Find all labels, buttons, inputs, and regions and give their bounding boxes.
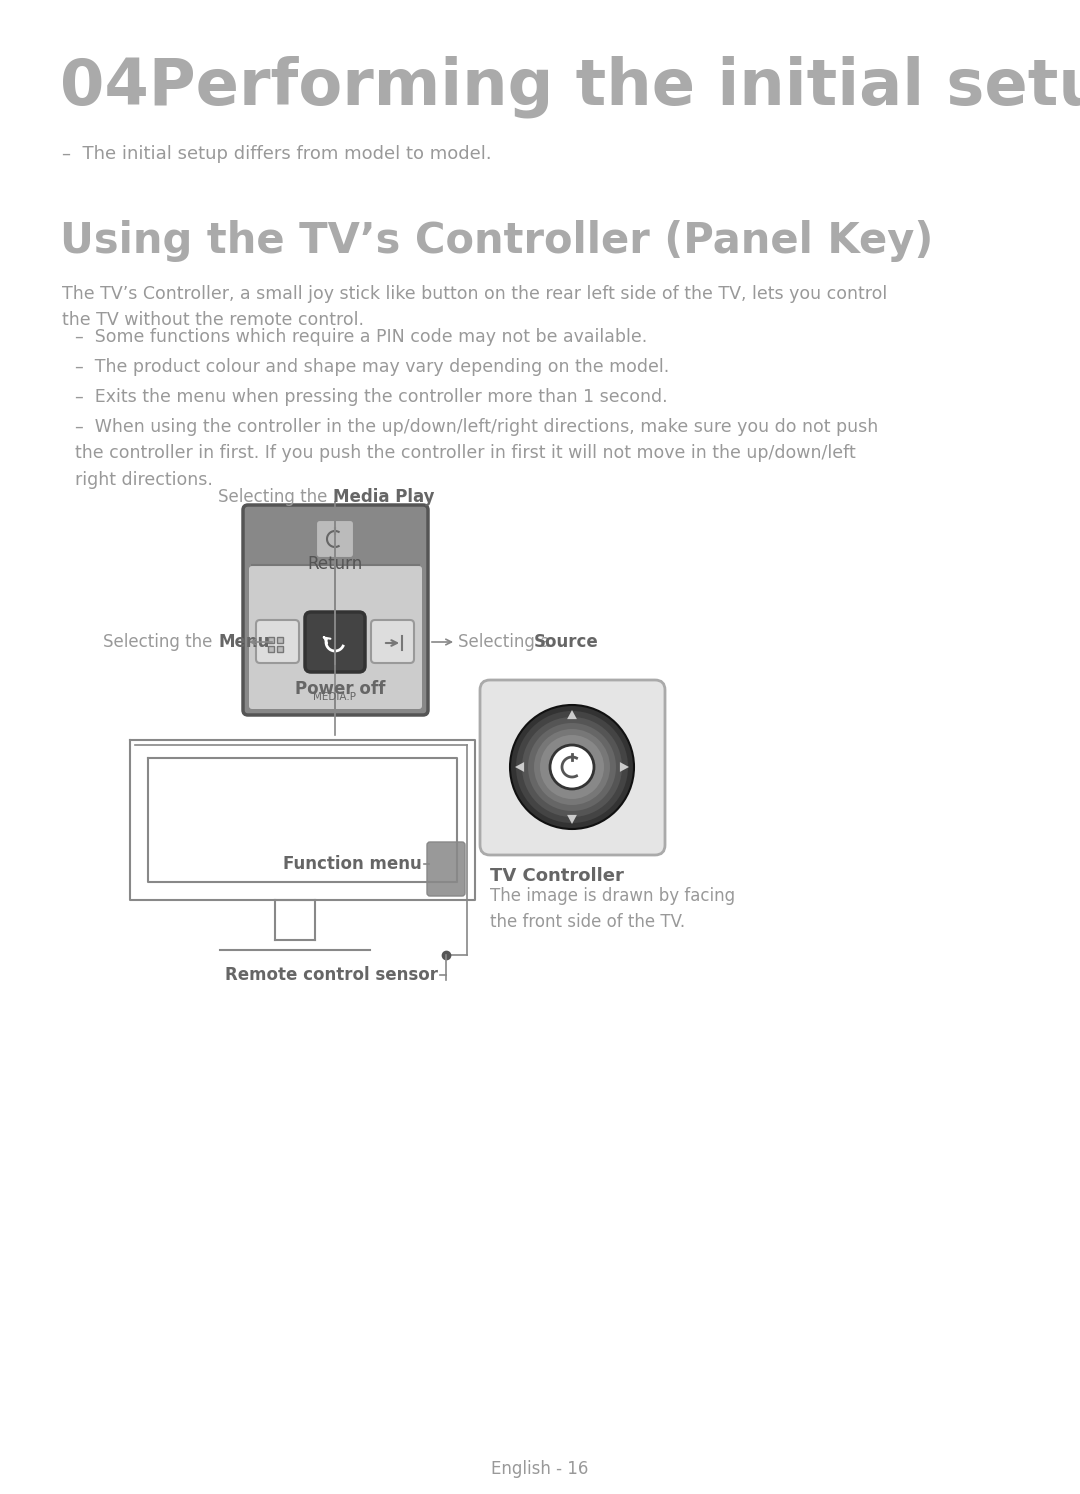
Text: Function menu: Function menu [283, 855, 422, 872]
Bar [276, 645, 283, 651]
Bar [276, 636, 283, 642]
FancyBboxPatch shape [372, 620, 414, 663]
FancyBboxPatch shape [243, 505, 428, 716]
Bar [268, 636, 274, 642]
Text: The image is drawn by facing
the front side of the TV.: The image is drawn by facing the front s… [490, 887, 735, 931]
FancyBboxPatch shape [305, 613, 365, 672]
Circle shape [528, 723, 616, 811]
Text: 04Performing the initial setup: 04Performing the initial setup [60, 55, 1080, 118]
Polygon shape [515, 762, 524, 772]
Polygon shape [620, 762, 629, 772]
Text: –  The product colour and shape may vary depending on the model.: – The product colour and shape may vary … [75, 359, 670, 376]
Text: Selecting a: Selecting a [458, 633, 555, 651]
Text: Using the TV’s Controller (Panel Key): Using the TV’s Controller (Panel Key) [60, 220, 933, 261]
Text: Source: Source [534, 633, 598, 651]
Circle shape [550, 746, 594, 789]
FancyBboxPatch shape [256, 620, 299, 663]
Text: The TV’s Controller, a small joy stick like button on the rear left side of the : The TV’s Controller, a small joy stick l… [62, 285, 888, 329]
Text: TV Controller: TV Controller [490, 867, 624, 884]
Text: Remote control sensor: Remote control sensor [225, 967, 438, 985]
Text: Power off: Power off [295, 680, 386, 698]
Text: Return: Return [308, 554, 363, 574]
Text: Selecting the: Selecting the [104, 633, 218, 651]
Circle shape [510, 705, 634, 829]
Bar [268, 645, 274, 651]
Circle shape [522, 717, 622, 817]
Text: English - 16: English - 16 [491, 1460, 589, 1478]
Circle shape [540, 735, 604, 799]
Text: –  When using the controller in the up/down/left/right directions, make sure you: – When using the controller in the up/do… [75, 418, 878, 489]
Circle shape [534, 729, 610, 805]
FancyBboxPatch shape [316, 520, 354, 557]
Text: MEDIA.P: MEDIA.P [313, 692, 356, 702]
Text: –  The initial setup differs from model to model.: – The initial setup differs from model t… [62, 145, 491, 163]
Text: Menu: Menu [218, 633, 269, 651]
Circle shape [516, 711, 627, 823]
FancyBboxPatch shape [249, 566, 422, 710]
Text: Media Play: Media Play [333, 489, 434, 506]
Polygon shape [567, 710, 577, 719]
Polygon shape [567, 814, 577, 825]
FancyBboxPatch shape [427, 843, 465, 896]
Text: –  Exits the menu when pressing the controller more than 1 second.: – Exits the menu when pressing the contr… [75, 388, 667, 406]
FancyBboxPatch shape [480, 680, 665, 855]
Text: –  Some functions which require a PIN code may not be available.: – Some functions which require a PIN cod… [75, 329, 647, 347]
Text: Selecting the: Selecting the [218, 489, 333, 506]
